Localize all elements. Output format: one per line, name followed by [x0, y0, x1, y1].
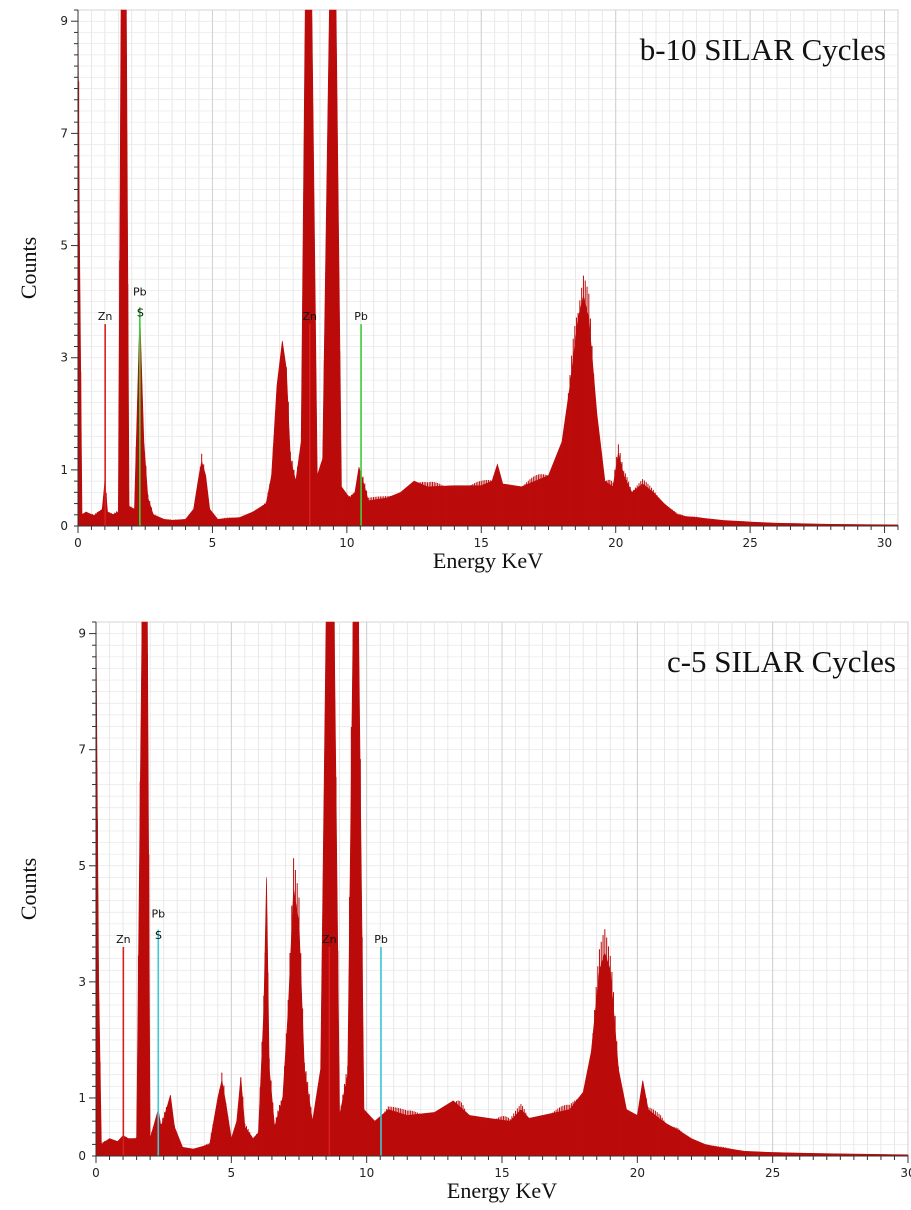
x-tick-label: 30 [877, 536, 892, 550]
marker-label-zn: Zn [302, 310, 317, 323]
spectrum-panel-c: Zn Pb S Zn Pb 0 1 3 5 7 9 0 5 10 15 20 25 30 Energy KeV Cou… [0, 610, 911, 1210]
x-axis-title: Energy KeV [447, 1178, 557, 1203]
y-tick-label: 1 [60, 463, 68, 477]
y-tick-label: 7 [60, 126, 68, 140]
spectrum-chart-c: Zn Pb S Zn Pb 0 1 3 5 7 9 0 5 10 15 20 25 30 Energy KeV Cou… [16, 621, 911, 1203]
x-tick-label: 25 [765, 1166, 780, 1180]
marker-label-pb: Pb [354, 310, 368, 323]
marker-label-zn: Zn [98, 310, 113, 323]
x-tick-label: 10 [339, 536, 354, 550]
y-tick-label: 3 [60, 351, 68, 365]
x-tick-label: 15 [474, 536, 489, 550]
x-tick-label: 5 [209, 536, 217, 550]
x-tick-label: 0 [74, 536, 82, 550]
x-tick-label: 20 [630, 1166, 645, 1180]
y-tick-label: 0 [78, 1149, 86, 1163]
spectrum-panel-b: Zn Pb S Zn Pb 0 1 3 5 7 9 0 5 10 15 20 25 30 Energy KeV Cou… [0, 0, 911, 600]
x-tick-label: 5 [228, 1166, 236, 1180]
marker-label-pb: Pb [151, 908, 165, 921]
y-tick-label: 5 [78, 859, 86, 873]
y-tick-label: 9 [78, 627, 86, 641]
plot-title: b-10 SILAR Cycles [640, 32, 886, 67]
marker-label-pb: Pb [374, 933, 388, 946]
y-tick-label: 0 [60, 519, 68, 533]
x-tick-label: 0 [92, 1166, 100, 1180]
marker-label-zn: Zn [322, 933, 337, 946]
y-tick-label: 1 [78, 1091, 86, 1105]
y-axis-title: Counts [16, 237, 41, 299]
x-tick-label: 10 [359, 1166, 374, 1180]
element-markers: Zn Pb S Zn Pb [116, 908, 388, 1156]
marker-label-s: S [155, 929, 162, 942]
spectrum-texture [77, 10, 897, 526]
y-tick-label: 3 [78, 975, 86, 989]
spectrum-texture [95, 622, 907, 1156]
x-tick-label: 30 [900, 1166, 911, 1180]
marker-label-zn: Zn [116, 933, 131, 946]
element-markers: Zn Pb S Zn Pb [98, 285, 368, 526]
y-tick-label: 5 [60, 239, 68, 253]
y-axis-title: Counts [16, 858, 41, 920]
x-tick-label: 20 [608, 536, 623, 550]
y-tick-label: 7 [78, 743, 86, 757]
marker-label-pb: Pb [133, 285, 147, 298]
grid-lines [77, 9, 899, 527]
x-tick-label: 15 [494, 1166, 509, 1180]
spectrum-chart-b: Zn Pb S Zn Pb 0 1 3 5 7 9 0 5 10 15 20 25 30 Energy KeV Cou… [16, 9, 899, 573]
grid-lines [95, 621, 909, 1157]
x-tick-label: 25 [742, 536, 757, 550]
y-tick-label: 9 [60, 14, 68, 28]
x-axis-title: Energy KeV [433, 548, 543, 573]
marker-label-s: S [137, 306, 144, 319]
plot-title: c-5 SILAR Cycles [667, 644, 896, 679]
